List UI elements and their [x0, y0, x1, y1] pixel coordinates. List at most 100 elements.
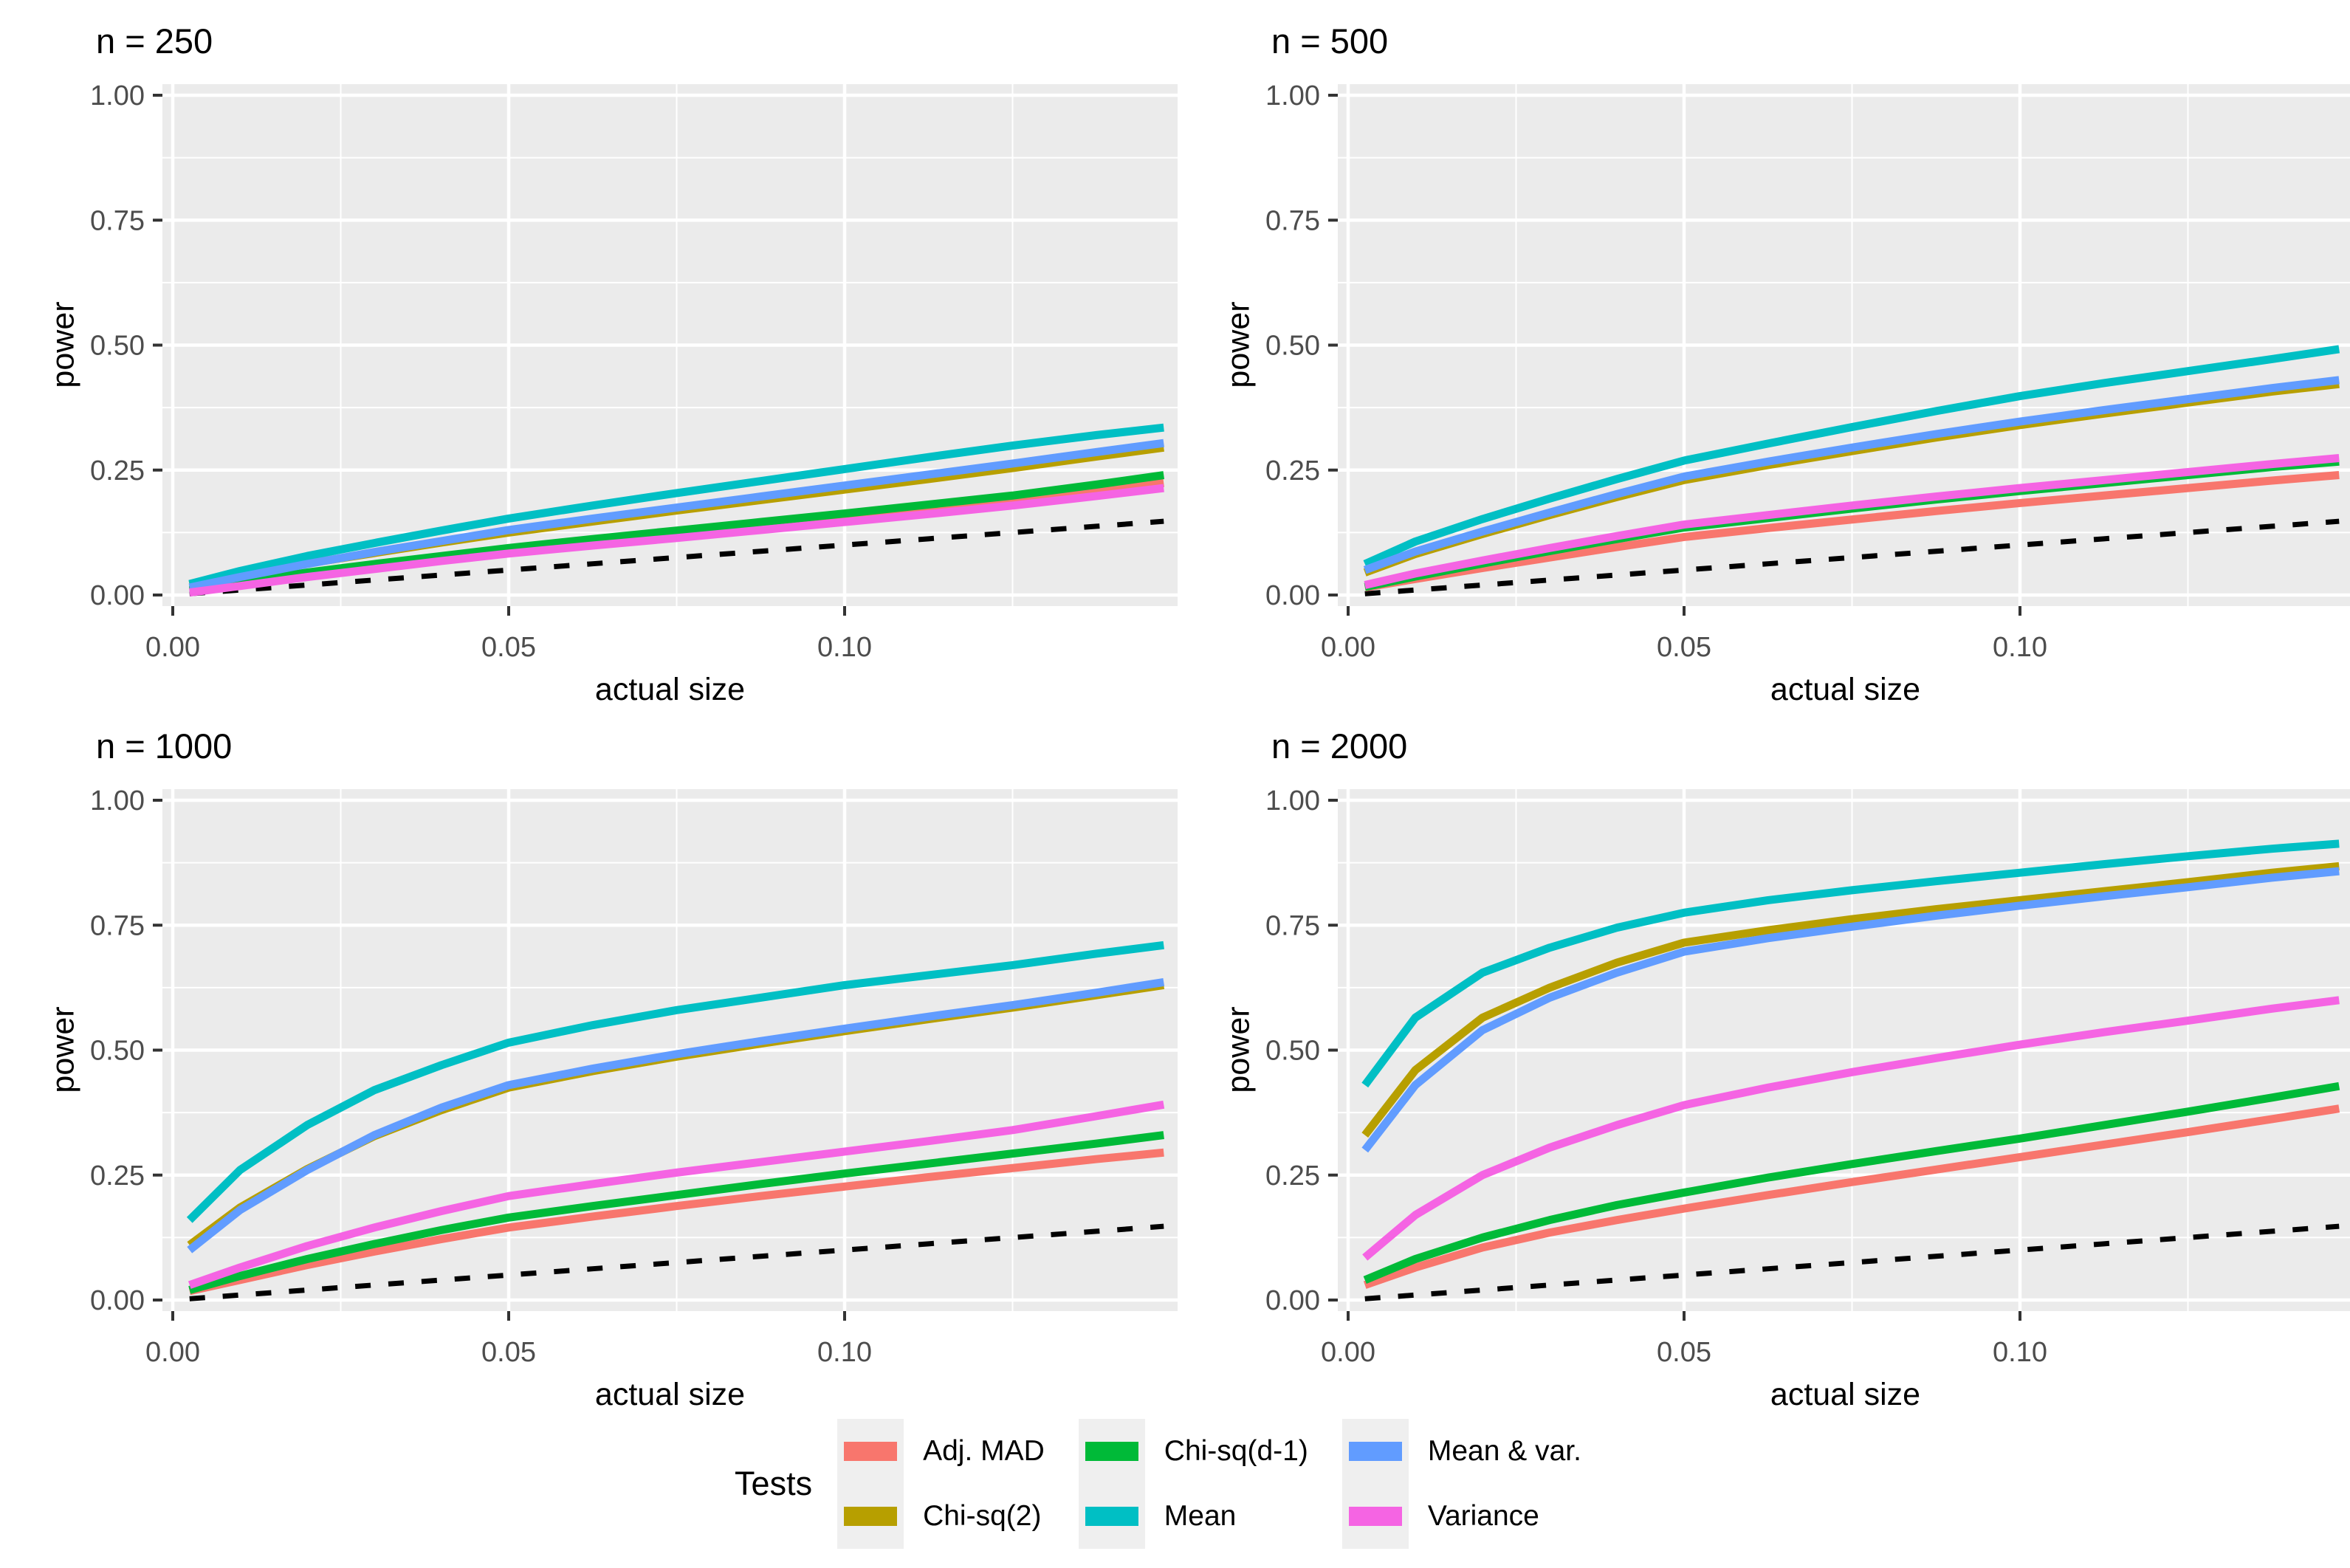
- chart-n-500: 0.00 0.05 0.10 0.00 0.25 0.50 0.75 1.00 n = 500…: [1205, 12, 2350, 717]
- y-tick-label: 1.00: [1265, 785, 1320, 816]
- legend-entry-label: Mean & var.: [1427, 1435, 1581, 1467]
- x-axis-title: actual size: [594, 672, 746, 707]
- series-line-mean: [186, 941, 1164, 1223]
- variance-swatch-icon: [1348, 1507, 1402, 1526]
- plot-panel: 0.00 0.05 0.10 0.00 0.25 0.50 0.75 1.00: [1265, 80, 2350, 663]
- x-tick-label: 0.05: [481, 632, 536, 663]
- y-axis-title: power: [1220, 301, 1257, 388]
- x-tick-label: 0.00: [145, 1337, 200, 1368]
- series-line-mean-var: [187, 977, 1165, 1254]
- legend-entry: Variance: [1341, 1484, 1615, 1549]
- chart-n-250: 0.00 0.05 0.10 0.00 0.25 0.50 0.75 1.00 n = 250…: [30, 12, 1204, 717]
- x-tick-label: 0.00: [1321, 1337, 1375, 1368]
- x-tick-label: 0.05: [1657, 1337, 1711, 1368]
- legend-title: Tests: [735, 1465, 813, 1502]
- x-tick-label: 0.10: [1993, 1337, 2047, 1368]
- reference-dashed-line: [189, 518, 1164, 596]
- series-line-adj-mad: [188, 1148, 1164, 1296]
- mean-and-var-swatch-icon: [1348, 1442, 1402, 1461]
- y-tick-label: 0.50: [90, 1036, 145, 1067]
- y-axis-title: power: [45, 301, 81, 388]
- y-tick-label: 0.75: [1265, 205, 1320, 236]
- panel-title: n = 2000: [1271, 726, 1408, 766]
- legend-entry-label: Mean: [1164, 1500, 1237, 1532]
- chi-sq-2-swatch-icon: [844, 1507, 898, 1526]
- y-tick-label: 0.25: [90, 1160, 145, 1192]
- series-line-variance: [189, 484, 1164, 597]
- legend-entry: Adj. MAD: [837, 1419, 1079, 1484]
- y-tick-label: 0.00: [1265, 1285, 1320, 1316]
- x-tick-label: 0.10: [817, 632, 872, 663]
- x-tick-label: 0.10: [1993, 632, 2047, 663]
- plot-panel: 0.00 0.05 0.10 0.00 0.25 0.50 0.75 1.00: [90, 80, 1178, 663]
- series-line-mean-var: [188, 439, 1164, 592]
- y-tick-label: 1.00: [90, 785, 145, 816]
- legend-key-box: [1341, 1484, 1409, 1549]
- x-tick-label: 0.00: [145, 632, 200, 663]
- series-line-mean: [1363, 345, 2340, 568]
- x-axis-title: actual size: [1770, 672, 1921, 707]
- x-tick-label: 0.05: [1657, 632, 1711, 663]
- series-line-adj-mad: [1363, 1104, 2340, 1289]
- y-tick-label: 1.00: [1265, 80, 1320, 111]
- y-tick-label: 0.50: [1265, 331, 1320, 362]
- legend-key-box: [837, 1419, 904, 1484]
- legend-entry-label: Chi-sq(d-1): [1164, 1435, 1308, 1467]
- legend-entry: Chi-sq(2): [837, 1484, 1079, 1549]
- x-axis-title: actual size: [1770, 1377, 1921, 1412]
- legend-key-box: [1078, 1484, 1145, 1549]
- y-tick-label: 0.25: [90, 455, 145, 486]
- legend-key-box: [837, 1484, 904, 1549]
- series-line-mean-var: [1361, 867, 2340, 1153]
- legend-grid: Adj. MAD Chi-sq(2) Chi-sq(d-1) Mean Mean…: [837, 1419, 1615, 1549]
- y-tick-label: 0.75: [90, 205, 145, 236]
- chart-n-1000: 0.00 0.05 0.10 0.00 0.25 0.50 0.75 1.00 n = 100…: [30, 717, 1204, 1422]
- y-tick-label: 0.50: [90, 331, 145, 362]
- legend-entry: Chi-sq(d-1): [1078, 1419, 1342, 1484]
- chart-n-2000: 0.00 0.05 0.10 0.00 0.25 0.50 0.75 1.00 n = 200…: [1205, 717, 2350, 1422]
- y-tick-label: 0.00: [90, 580, 145, 611]
- panel-title: n = 1000: [96, 726, 233, 766]
- panel-title: n = 250: [96, 21, 213, 61]
- reference-dashed-line: [189, 1223, 1164, 1301]
- series-line-mean: [188, 423, 1164, 588]
- series-line-adj-mad: [1364, 471, 2340, 592]
- y-tick-label: 0.25: [1265, 1160, 1320, 1192]
- legend-entry: Mean & var.: [1341, 1419, 1615, 1484]
- series-line-variance: [1364, 454, 2340, 589]
- legend-entry-label: Variance: [1427, 1500, 1539, 1532]
- panel-title: n = 500: [1271, 21, 1389, 61]
- y-tick-label: 0.25: [1265, 455, 1320, 486]
- x-axis-title: actual size: [594, 1377, 746, 1412]
- y-tick-label: 0.50: [1265, 1036, 1320, 1067]
- reference-dashed-line: [1364, 1223, 2340, 1301]
- legend-key-box: [1341, 1419, 1409, 1484]
- y-tick-label: 0.00: [90, 1285, 145, 1316]
- mean-swatch-icon: [1085, 1507, 1138, 1526]
- x-tick-label: 0.00: [1321, 632, 1375, 663]
- series-line-chi-sq-d-1: [188, 1131, 1164, 1294]
- reference-dashed-line: [1364, 518, 2340, 596]
- series-line-mean: [1361, 839, 2340, 1088]
- plot-panel: 0.00 0.05 0.10 0.00 0.25 0.50 0.75 1.00: [1265, 785, 2350, 1368]
- series-line-chi-sq-d-1: [1363, 1082, 2340, 1284]
- y-tick-label: 0.00: [1265, 580, 1320, 611]
- legend: Tests Adj. MAD Chi-sq(2) Chi-sq(d-1) Mea…: [0, 1419, 2350, 1549]
- y-tick-label: 0.75: [90, 910, 145, 941]
- legend-entry: Mean: [1078, 1484, 1342, 1549]
- legend-key-box: [1078, 1419, 1145, 1484]
- series-line-mean-var: [1363, 376, 2340, 574]
- y-axis-title: power: [45, 1006, 81, 1093]
- y-tick-label: 1.00: [90, 80, 145, 111]
- adj-mad-swatch-icon: [844, 1442, 898, 1461]
- legend-entry-label: Adj. MAD: [923, 1435, 1045, 1467]
- series-line-chi-sq-2: [1361, 862, 2340, 1138]
- legend-entry-label: Chi-sq(2): [923, 1500, 1042, 1532]
- y-tick-label: 0.75: [1265, 910, 1320, 941]
- series-line-variance: [1362, 996, 2340, 1261]
- series-line-chi-sq-d-1: [188, 471, 1165, 594]
- x-tick-label: 0.05: [481, 1337, 536, 1368]
- x-tick-label: 0.10: [817, 1337, 872, 1368]
- plot-panel: 0.00 0.05 0.10 0.00 0.25 0.50 0.75 1.00: [90, 785, 1178, 1368]
